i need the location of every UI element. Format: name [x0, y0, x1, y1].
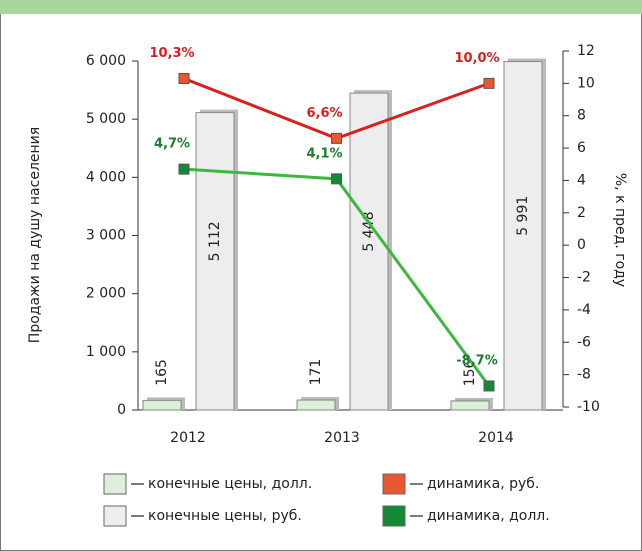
y-axis-title: Продажи на душу населения — [27, 127, 43, 343]
y-tick-label: 4 000 — [86, 169, 126, 185]
y2-tick-label: 12 — [577, 43, 595, 59]
line-value-label: 4,1% — [306, 146, 342, 161]
bar — [450, 400, 490, 411]
marker — [483, 380, 495, 392]
y2-tick-label: -10 — [577, 399, 600, 415]
y2-tick-label: -8 — [577, 367, 591, 383]
legend-swatch — [103, 473, 127, 495]
y2-tick-label: -2 — [577, 270, 591, 286]
legend-swatch — [103, 505, 127, 527]
marker — [178, 163, 190, 175]
y2-axis-title: %, к пред. году — [612, 173, 628, 287]
y2-tick-label: 4 — [577, 172, 586, 188]
y-tick-label: 2 000 — [86, 286, 126, 302]
line-value-label: 4,7% — [154, 137, 190, 152]
bar-value-label: 5 448 — [361, 212, 377, 252]
y-tick-label: 5 000 — [86, 111, 126, 127]
y-tick-label: 6 000 — [86, 53, 126, 69]
y2-tick-label: 8 — [577, 108, 586, 124]
line-value-label: 10,0% — [454, 51, 499, 66]
x-tick-label: 2013 — [324, 430, 360, 446]
y2-tick-label: -6 — [577, 334, 591, 350]
marker — [483, 77, 495, 89]
line-value-label: 10,3% — [149, 46, 194, 61]
marker — [331, 173, 342, 185]
y2-tick-label: 6 — [577, 140, 586, 156]
bar-value-label: 5 112 — [207, 221, 223, 261]
bar — [195, 112, 235, 411]
y2-tick-label: 0 — [577, 237, 586, 253]
legend-label: конечные цены, руб. — [148, 508, 302, 524]
bar — [142, 399, 182, 411]
line-value-label: 6,6% — [306, 106, 342, 121]
y-tick-label: 1 000 — [86, 344, 126, 360]
marker — [331, 132, 342, 144]
x-tick-label: 2012 — [170, 430, 206, 446]
legend-label: динамика, руб. — [427, 476, 539, 492]
marker — [178, 73, 190, 85]
y2-tick-label: -4 — [577, 302, 591, 318]
bar — [503, 61, 543, 411]
y2-tick-label: 10 — [577, 75, 595, 91]
legend-swatch — [382, 473, 406, 495]
legend-label: конечные цены, долл. — [148, 476, 312, 492]
bar-value-label: 171 — [308, 359, 324, 386]
bar — [296, 399, 336, 411]
line-value-label: -8,7% — [456, 353, 497, 368]
bar — [349, 92, 389, 411]
y-tick-label: 0 — [117, 402, 126, 418]
bar-value-label: 5 991 — [515, 196, 531, 236]
y-tick-label: 3 000 — [86, 228, 126, 244]
y2-tick-label: 2 — [577, 205, 586, 221]
bar-value-label: 165 — [154, 359, 170, 386]
legend-swatch — [382, 505, 406, 527]
legend-label: динамика, долл. — [427, 508, 550, 524]
x-tick-label: 2014 — [478, 430, 514, 446]
header-band — [0, 0, 642, 14]
